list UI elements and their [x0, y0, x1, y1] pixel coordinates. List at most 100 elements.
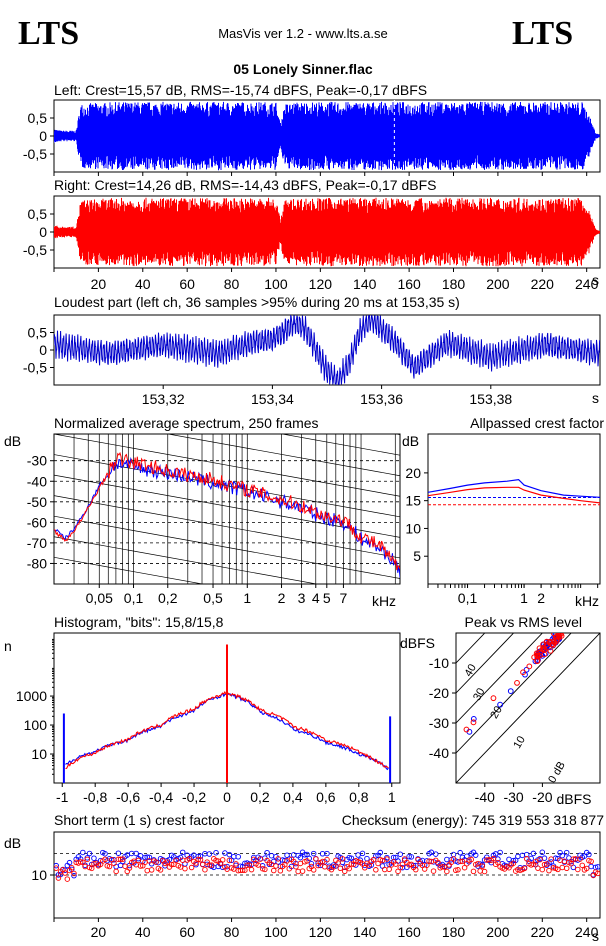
crest-factor-frame — [427, 433, 601, 585]
short-term-point-right — [481, 868, 488, 875]
short-term-point-right — [71, 870, 77, 877]
spectrum-ytick-label: -60 — [27, 514, 47, 530]
short-term-point-right — [219, 857, 226, 863]
loudest-signal — [54, 315, 600, 385]
spectrum-ytick-label: -50 — [27, 494, 47, 510]
short-term-point-right — [335, 860, 341, 866]
short-term-point-left — [86, 850, 93, 857]
histogram-ytick-label: 10 — [31, 746, 47, 762]
short-term-point-right — [555, 866, 561, 873]
spectrum-xtick-label: 0,05 — [86, 590, 113, 606]
short-term-point-right — [248, 866, 255, 873]
file-name: 05 Lonely Sinner.flac — [233, 61, 372, 77]
short-term-point-right — [153, 859, 159, 865]
short-term-point-right — [182, 865, 188, 872]
short-term-point-right — [470, 868, 477, 875]
short-term-point-left — [377, 849, 384, 856]
waveform-right-xtick-label: 180 — [442, 276, 466, 292]
short-term-xtick-label: 60 — [179, 924, 195, 940]
short-term-point-right — [69, 864, 75, 871]
short-term-point-left — [408, 854, 415, 860]
short-term-point-right — [475, 860, 481, 867]
checksum-label: Checksum (energy): 745 319 553 318 877 — [342, 812, 604, 828]
short-term-point-right — [524, 856, 530, 862]
loudest-ytick-label: 0 — [39, 342, 47, 358]
short-term-point-left — [586, 851, 592, 858]
short-term-point-right — [62, 870, 68, 876]
short-term-point-right — [424, 862, 430, 868]
spectrum-xtick-label: 1 — [243, 590, 251, 606]
logo-left: LTS — [18, 15, 79, 52]
short-term-point-right — [468, 856, 475, 863]
spectrum-slope-line — [54, 556, 205, 584]
short-term-point-right — [537, 856, 543, 863]
loudest-xtick-label: 153,32 — [142, 391, 185, 407]
peak-rms-point-right — [534, 653, 541, 660]
short-term-point-right — [239, 867, 246, 874]
short-term-point-right — [293, 863, 299, 870]
short-term-point-right — [137, 863, 144, 869]
short-term-point-left — [91, 855, 97, 861]
crest-xtick-label: 0,1 — [458, 590, 478, 606]
short-term-point-right — [113, 868, 119, 875]
short-term-point-right — [242, 867, 248, 873]
peak-rms-ylabel: dBFS — [400, 635, 435, 651]
short-term-point-right — [415, 856, 421, 863]
loudest-part-title: Loudest part (left ch, 36 samples >95% d… — [54, 294, 460, 310]
waveform-right-xtick-label: 160 — [397, 276, 421, 292]
crest-factor-title: Allpassed crest factor — [470, 415, 604, 431]
short-term-point-right — [135, 857, 142, 864]
short-term-point-right — [330, 864, 337, 870]
short-term-point-right — [80, 859, 86, 866]
short-term-point-right — [521, 865, 528, 872]
short-term-point-right — [173, 857, 179, 864]
crest-ytick-label: 10 — [405, 520, 421, 536]
short-term-point-right — [270, 867, 277, 874]
histogram-xtick-label: -0,6 — [116, 789, 140, 805]
peak-rms-diagonal — [456, 633, 543, 724]
peak-rms-point-right — [531, 654, 538, 661]
short-term-point-left — [548, 859, 554, 865]
short-term-point-right — [202, 866, 208, 873]
short-term-point-left — [237, 863, 244, 869]
histogram-xtick-label: -0,8 — [83, 789, 107, 805]
peak-rms-point-right — [470, 719, 477, 726]
peak-rms-diagonal-label: 30 — [471, 686, 488, 703]
waveform-right-xtick-label: 60 — [179, 276, 195, 292]
short-term-point-left — [457, 849, 463, 856]
short-term-point-left — [472, 852, 479, 858]
waveform-right-xtick-label: 140 — [353, 276, 377, 292]
crest-ytick-label: 15 — [405, 493, 421, 509]
short-term-point-left — [559, 852, 566, 859]
short-term-point-left — [102, 850, 108, 857]
short-term-point-right — [370, 856, 377, 863]
peak-rms-point-right — [514, 679, 520, 686]
short-term-point-right — [459, 858, 466, 865]
loudest-xtick-label: 153,36 — [360, 391, 403, 407]
short-term-point-right — [413, 866, 419, 873]
short-term: 10 20 40 60 80 100 120 140 160 180 200 220 240 — [31, 831, 601, 940]
short-term-point-left — [71, 872, 77, 879]
peak-rms-title: Peak vs RMS level — [465, 614, 582, 630]
short-term-point-left — [54, 862, 59, 869]
short-term-point-left — [510, 857, 517, 864]
short-term-xtick-label: 240 — [575, 924, 599, 940]
histogram-xtick-label: 0,8 — [349, 789, 369, 805]
crest-ytick-label: 20 — [405, 465, 421, 481]
short-term-point-right — [102, 856, 108, 863]
short-term-point-right — [313, 856, 319, 862]
short-term-point-right — [373, 867, 379, 873]
short-term-point-left — [497, 849, 503, 856]
short-term-point-left — [308, 861, 315, 867]
waveform-left: 0,5 0 -0,5 — [23, 99, 601, 176]
histogram-title: Histogram, "bits": 15,8/15,8 — [54, 614, 224, 630]
short-term-point-right — [277, 868, 284, 874]
waveform-right-ytick-label: 0,5 — [28, 206, 48, 222]
short-term-point-right — [91, 861, 97, 867]
short-term-point-right — [342, 868, 348, 875]
peak-rms-point-right — [533, 650, 540, 657]
short-term-point-right — [195, 856, 202, 863]
short-term-point-right — [257, 856, 264, 862]
histogram-ytick-label: 1000 — [16, 688, 47, 704]
short-term-point-left — [406, 853, 412, 860]
